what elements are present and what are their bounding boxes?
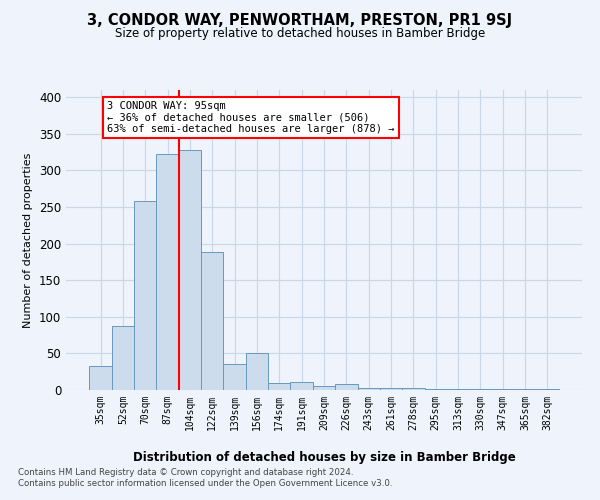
Bar [380, 388, 402, 390]
Bar [179, 150, 201, 390]
Bar [313, 386, 335, 390]
Bar [358, 388, 380, 390]
Text: 3, CONDOR WAY, PENWORTHAM, PRESTON, PR1 9SJ: 3, CONDOR WAY, PENWORTHAM, PRESTON, PR1 … [88, 12, 512, 28]
Bar [402, 388, 425, 390]
Bar [536, 388, 559, 390]
Bar [112, 326, 134, 390]
Bar [201, 252, 223, 390]
Bar [89, 366, 112, 390]
Bar [223, 364, 246, 390]
Bar [246, 354, 268, 390]
Text: 3 CONDOR WAY: 95sqm
← 36% of detached houses are smaller (506)
63% of semi-detac: 3 CONDOR WAY: 95sqm ← 36% of detached ho… [107, 101, 395, 134]
Bar [134, 201, 157, 390]
Text: Contains HM Land Registry data © Crown copyright and database right 2024.
Contai: Contains HM Land Registry data © Crown c… [18, 468, 392, 487]
Bar [157, 154, 179, 390]
Bar [425, 388, 447, 390]
Bar [290, 382, 313, 390]
Y-axis label: Number of detached properties: Number of detached properties [23, 152, 34, 328]
Bar [335, 384, 358, 390]
Text: Size of property relative to detached houses in Bamber Bridge: Size of property relative to detached ho… [115, 28, 485, 40]
Bar [268, 382, 290, 390]
Text: Distribution of detached houses by size in Bamber Bridge: Distribution of detached houses by size … [133, 451, 515, 464]
